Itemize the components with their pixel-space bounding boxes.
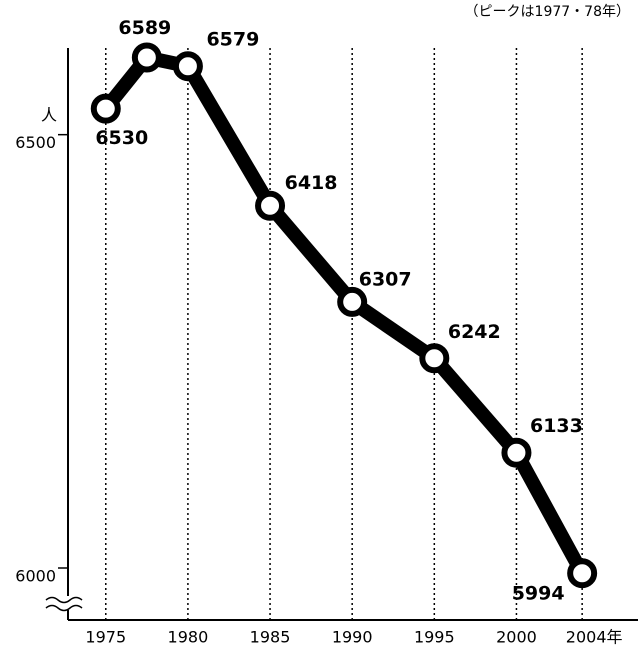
- value-label: 5994: [512, 583, 565, 605]
- point: [131, 42, 162, 73]
- value-label: 6307: [359, 268, 412, 290]
- value-label: 6242: [448, 321, 501, 343]
- x-tick-label: 1990: [332, 628, 373, 647]
- point: [337, 286, 368, 317]
- point: [501, 437, 532, 468]
- value-label: 6589: [118, 17, 171, 39]
- x-tick-label: 2004年: [566, 628, 623, 647]
- value-label: 6579: [206, 29, 259, 51]
- point: [419, 343, 450, 374]
- y-axis-label: 人: [41, 106, 57, 125]
- value-label: 6418: [285, 172, 338, 194]
- x-tick-label: 1995: [414, 628, 455, 647]
- point: [172, 51, 203, 82]
- y-tick-label: 6500: [15, 133, 56, 152]
- value-label: 6530: [95, 127, 148, 149]
- line: [100, 50, 589, 577]
- x-tick-label: 2000: [496, 628, 537, 647]
- point: [567, 558, 598, 589]
- point: [255, 190, 286, 221]
- x-tick-label: 1975: [85, 628, 126, 647]
- axis-break: [45, 596, 83, 612]
- x-tick-label: 1980: [168, 628, 209, 647]
- x-tick-label: 1985: [250, 628, 291, 647]
- y-tick-label: 6000: [15, 567, 56, 586]
- value-label: 6133: [530, 415, 583, 437]
- annotation: （ピークは1977・78年）: [465, 4, 630, 20]
- point: [90, 93, 121, 124]
